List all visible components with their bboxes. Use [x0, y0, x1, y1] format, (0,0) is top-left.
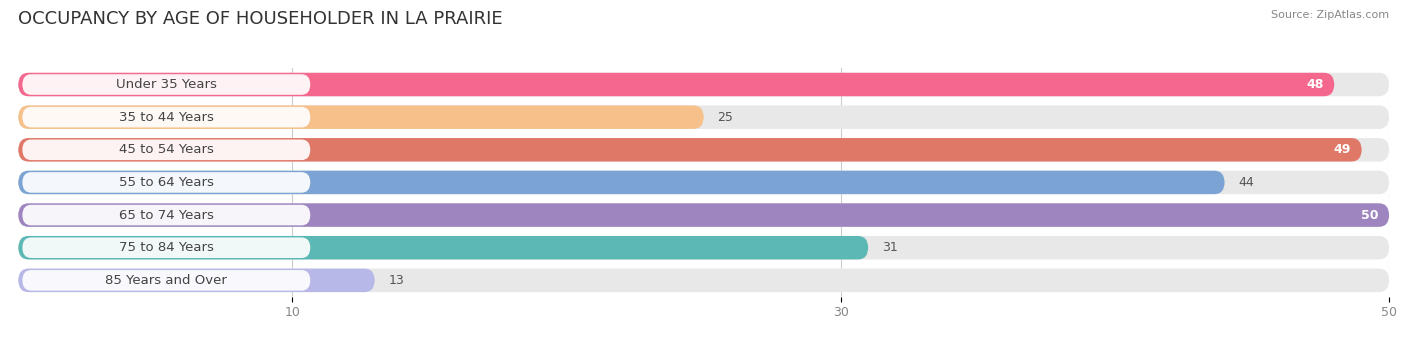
Text: 35 to 44 Years: 35 to 44 Years — [120, 111, 214, 124]
FancyBboxPatch shape — [22, 74, 311, 95]
FancyBboxPatch shape — [18, 269, 1389, 292]
Text: 85 Years and Over: 85 Years and Over — [105, 274, 228, 287]
FancyBboxPatch shape — [18, 138, 1361, 162]
FancyBboxPatch shape — [22, 139, 311, 160]
Text: 48: 48 — [1306, 78, 1323, 91]
FancyBboxPatch shape — [22, 107, 311, 128]
Text: Under 35 Years: Under 35 Years — [115, 78, 217, 91]
FancyBboxPatch shape — [22, 270, 311, 291]
Text: 75 to 84 Years: 75 to 84 Years — [120, 241, 214, 254]
FancyBboxPatch shape — [18, 73, 1389, 96]
FancyBboxPatch shape — [18, 203, 1389, 227]
FancyBboxPatch shape — [18, 269, 374, 292]
FancyBboxPatch shape — [22, 237, 311, 258]
Text: 65 to 74 Years: 65 to 74 Years — [120, 209, 214, 222]
Text: 49: 49 — [1333, 143, 1351, 156]
Text: 31: 31 — [882, 241, 897, 254]
Text: 13: 13 — [388, 274, 404, 287]
FancyBboxPatch shape — [18, 73, 1334, 96]
FancyBboxPatch shape — [18, 203, 1389, 227]
Text: 45 to 54 Years: 45 to 54 Years — [120, 143, 214, 156]
FancyBboxPatch shape — [18, 171, 1389, 194]
Text: 25: 25 — [717, 111, 734, 124]
FancyBboxPatch shape — [18, 171, 1225, 194]
Text: 55 to 64 Years: 55 to 64 Years — [120, 176, 214, 189]
FancyBboxPatch shape — [22, 205, 311, 225]
Text: Source: ZipAtlas.com: Source: ZipAtlas.com — [1271, 10, 1389, 20]
Text: OCCUPANCY BY AGE OF HOUSEHOLDER IN LA PRAIRIE: OCCUPANCY BY AGE OF HOUSEHOLDER IN LA PR… — [18, 10, 503, 28]
FancyBboxPatch shape — [18, 138, 1389, 162]
FancyBboxPatch shape — [18, 236, 868, 260]
FancyBboxPatch shape — [22, 172, 311, 193]
Text: 50: 50 — [1361, 209, 1378, 222]
FancyBboxPatch shape — [18, 236, 1389, 260]
FancyBboxPatch shape — [18, 105, 1389, 129]
Text: 44: 44 — [1239, 176, 1254, 189]
FancyBboxPatch shape — [18, 105, 704, 129]
